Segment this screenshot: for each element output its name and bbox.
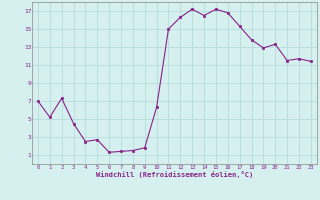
X-axis label: Windchill (Refroidissement éolien,°C): Windchill (Refroidissement éolien,°C) — [96, 171, 253, 178]
